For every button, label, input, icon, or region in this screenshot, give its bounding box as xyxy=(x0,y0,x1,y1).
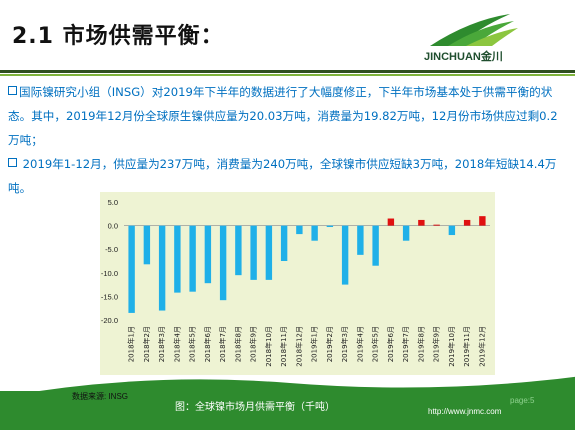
x-tick-label: 2018年6月 xyxy=(203,326,212,362)
chart-bar xyxy=(189,225,196,292)
body-text: 国际镍研究小组（INSG）对2019年下半年的数据进行了大幅度修正，下半年市场基… xyxy=(8,80,566,200)
chart-caption: 图：全球镍市场月供需平衡（千吨） xyxy=(175,402,335,413)
chart-bar xyxy=(326,225,334,228)
chart-bar xyxy=(204,225,212,284)
square-bullet-icon xyxy=(8,158,17,167)
y-tick-label: 5.0 xyxy=(108,198,118,207)
y-tick-label: -15.0 xyxy=(101,292,118,301)
chart-bar xyxy=(341,225,349,285)
x-tick-label: 2019年2月 xyxy=(325,326,334,362)
chart-bar xyxy=(402,225,410,241)
x-tick-label: 2018年11月 xyxy=(279,326,288,367)
chart-bar xyxy=(174,225,181,293)
chart-bar xyxy=(433,224,440,226)
chart-bar xyxy=(128,225,135,313)
x-tick-label: 2018年7月 xyxy=(218,326,227,362)
chart-bar xyxy=(418,219,425,226)
x-tick-label: 2018年5月 xyxy=(188,326,197,362)
y-tick-label: -5.0 xyxy=(105,245,118,254)
chart-bar xyxy=(387,218,395,226)
x-tick-label: 2019年3月 xyxy=(340,326,349,362)
paragraph-2: 2019年1-12月，供应量为237万吨，消费量为240万吨，全球镍市供应短缺3… xyxy=(8,152,566,200)
chart-bar xyxy=(219,225,227,301)
page-title: 2.1 市场供需平衡： xyxy=(12,24,224,49)
chart-bar xyxy=(372,225,379,266)
supply-demand-bar-chart: 5.0 0.0 -5.0 -10.0 -15.0 -20.0 2018年1月 2018年2月 2… xyxy=(101,198,490,367)
x-tick-label: 2018年3月 xyxy=(157,326,166,362)
y-tick-label: 0.0 xyxy=(108,222,118,231)
x-tick-label: 2018年12月 xyxy=(294,326,303,367)
x-tick-label: 2019年11月 xyxy=(462,326,471,367)
square-bullet-icon xyxy=(8,86,17,95)
x-tick-label: 2019年6月 xyxy=(386,326,395,362)
x-tick-label: 2019年12月 xyxy=(477,326,486,367)
chart-bar xyxy=(250,225,257,280)
data-source: 数据来源: INSG xyxy=(72,392,129,401)
footer-band xyxy=(0,376,575,430)
chart-bar xyxy=(479,216,486,226)
chart-panel: 5.0 0.0 -5.0 -10.0 -15.0 -20.0 2018年1月 2018年2月 2… xyxy=(100,192,495,375)
header-rule-accent xyxy=(0,74,575,76)
chart-bar xyxy=(296,225,303,235)
x-tick-label: 2018年4月 xyxy=(172,326,181,362)
x-tick-label: 2018年9月 xyxy=(249,326,258,362)
x-tick-label: 2018年1月 xyxy=(127,326,136,362)
chart-bar xyxy=(463,219,471,226)
logo-text: JINCHUAN金川 xyxy=(424,51,503,63)
chart-bar xyxy=(158,225,166,311)
chart-bar xyxy=(357,225,364,255)
chart-bar xyxy=(311,225,318,241)
footer-wave-icon xyxy=(0,376,575,399)
x-tick-label: 2019年7月 xyxy=(401,326,410,362)
chart-bar xyxy=(265,225,273,280)
x-tick-label: 2019年1月 xyxy=(310,326,319,362)
paragraph-1: 国际镍研究小组（INSG）对2019年下半年的数据进行了大幅度修正，下半年市场基… xyxy=(8,80,566,152)
x-tick-label: 2019年5月 xyxy=(371,326,380,362)
y-tick-label: -20.0 xyxy=(101,316,118,325)
x-tick-label: 2018年2月 xyxy=(142,326,151,362)
x-tick-label: 2019年8月 xyxy=(416,326,425,362)
x-tick-label: 2019年9月 xyxy=(432,326,441,362)
paragraph-1-text: 国际镍研究小组（INSG）对2019年下半年的数据进行了大幅度修正，下半年市场基… xyxy=(8,85,558,147)
y-tick-label: -10.0 xyxy=(101,269,118,278)
page-number: page:5 xyxy=(510,396,535,405)
chart-bar xyxy=(235,225,242,276)
x-tick-label: 2018年8月 xyxy=(233,326,242,362)
x-tick-label: 2018年10月 xyxy=(264,326,273,367)
x-tick-label: 2019年4月 xyxy=(355,326,364,362)
chart-bar xyxy=(143,225,151,265)
header-rule xyxy=(0,70,575,73)
paragraph-2-text: 2019年1-12月，供应量为237万吨，消费量为240万吨，全球镍市供应短缺3… xyxy=(8,157,557,195)
company-url[interactable]: http://www.jnmc.com xyxy=(428,407,502,416)
chart-bar xyxy=(280,225,288,261)
logo-swoosh-icon xyxy=(430,14,518,46)
jinchuan-logo: JINCHUAN金川 xyxy=(400,6,570,68)
chart-bar xyxy=(448,225,456,236)
x-tick-label: 2019年10月 xyxy=(447,326,456,367)
